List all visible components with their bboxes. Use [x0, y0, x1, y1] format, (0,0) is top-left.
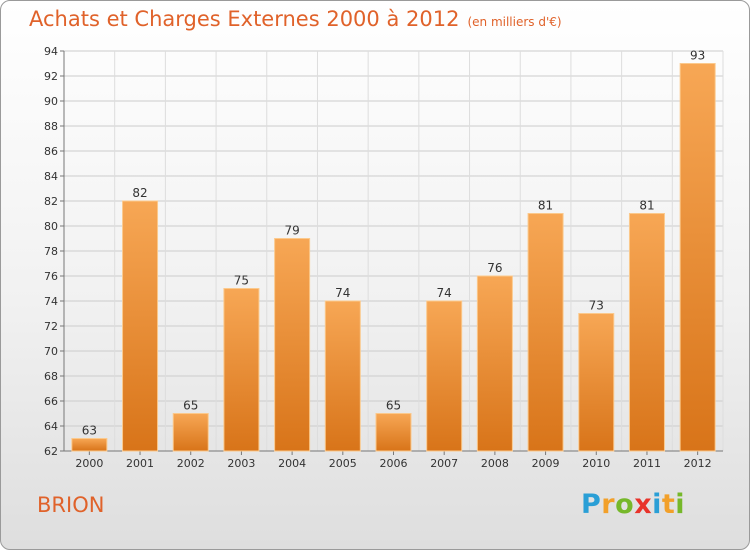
commune-name: BRION — [37, 493, 105, 517]
bar-value-label: 74 — [335, 286, 350, 300]
y-tick-label: 90 — [44, 95, 58, 108]
y-tick-label: 86 — [44, 145, 58, 158]
bar-2008 — [476, 275, 513, 452]
y-tick-label: 64 — [44, 420, 58, 433]
x-tick-label: 2004 — [278, 457, 306, 470]
y-tick-label: 84 — [44, 170, 58, 183]
x-tick-label: 2005 — [329, 457, 357, 470]
bar-value-label: 65 — [386, 399, 401, 413]
bar-value-label: 82 — [132, 186, 147, 200]
y-tick-label: 68 — [44, 370, 58, 383]
bar-2000 — [71, 438, 108, 452]
grid-lines — [63, 50, 724, 452]
y-tick-label: 92 — [44, 70, 58, 83]
bar-value-label: 74 — [437, 286, 452, 300]
x-tick-label: 2012 — [684, 457, 712, 470]
x-tick-label: 2003 — [227, 457, 255, 470]
bar-2011 — [628, 213, 665, 452]
bar-value-label: 75 — [234, 274, 249, 288]
chart-title: Achats et Charges Externes 2000 à 2012 (e… — [29, 7, 562, 31]
bar-2002 — [172, 413, 209, 452]
x-tick-label: 2000 — [75, 457, 103, 470]
x-tick-label: 2008 — [481, 457, 509, 470]
x-tick-label: 2006 — [380, 457, 408, 470]
x-tick-label: 2010 — [582, 457, 610, 470]
bar-value-label: 93 — [690, 49, 705, 63]
y-tick-label: 70 — [44, 345, 58, 358]
bars — [71, 63, 716, 452]
x-tick-label: 2001 — [126, 457, 154, 470]
bar-2004 — [274, 238, 311, 452]
bar-2005 — [324, 300, 361, 452]
bar-value-label: 79 — [284, 224, 299, 238]
x-tick-label: 2002 — [177, 457, 205, 470]
y-tick-label: 76 — [44, 270, 58, 283]
bar-2010 — [578, 313, 615, 452]
x-tick-label: 2009 — [532, 457, 560, 470]
y-tick-label: 72 — [44, 320, 58, 333]
y-tick-label: 80 — [44, 220, 58, 233]
y-tick-label: 62 — [44, 445, 58, 458]
chart-title-text: Achats et Charges Externes 2000 à 2012 — [29, 7, 460, 31]
bar-2012 — [679, 63, 716, 452]
y-tick-label: 82 — [44, 195, 58, 208]
bar-2009 — [527, 213, 564, 452]
bar-value-label: 76 — [487, 261, 502, 275]
bar-labels: 63 82 65 75 79 74 65 74 76 81 73 81 93 — [82, 49, 706, 438]
x-tick-label: 2011 — [633, 457, 661, 470]
bar-value-label: 81 — [538, 199, 553, 213]
bar-2003 — [223, 288, 260, 452]
bar-value-label: 63 — [82, 424, 97, 438]
proxiti-logo: Proxiti — [581, 489, 686, 520]
bar-2006 — [375, 413, 412, 452]
y-tick-label: 78 — [44, 245, 58, 258]
y-tick-label: 88 — [44, 120, 58, 133]
bar-value-label: 65 — [183, 399, 198, 413]
y-tick-label: 74 — [44, 295, 58, 308]
x-tick-label: 2007 — [430, 457, 458, 470]
bar-2001 — [122, 200, 159, 452]
y-tick-label: 94 — [44, 45, 58, 58]
y-tick-label: 66 — [44, 395, 58, 408]
bar-value-label: 81 — [639, 199, 654, 213]
bar-value-label: 73 — [589, 299, 604, 313]
bar-2007 — [426, 300, 463, 452]
chart-subtitle: (en milliers d'€) — [467, 15, 562, 29]
